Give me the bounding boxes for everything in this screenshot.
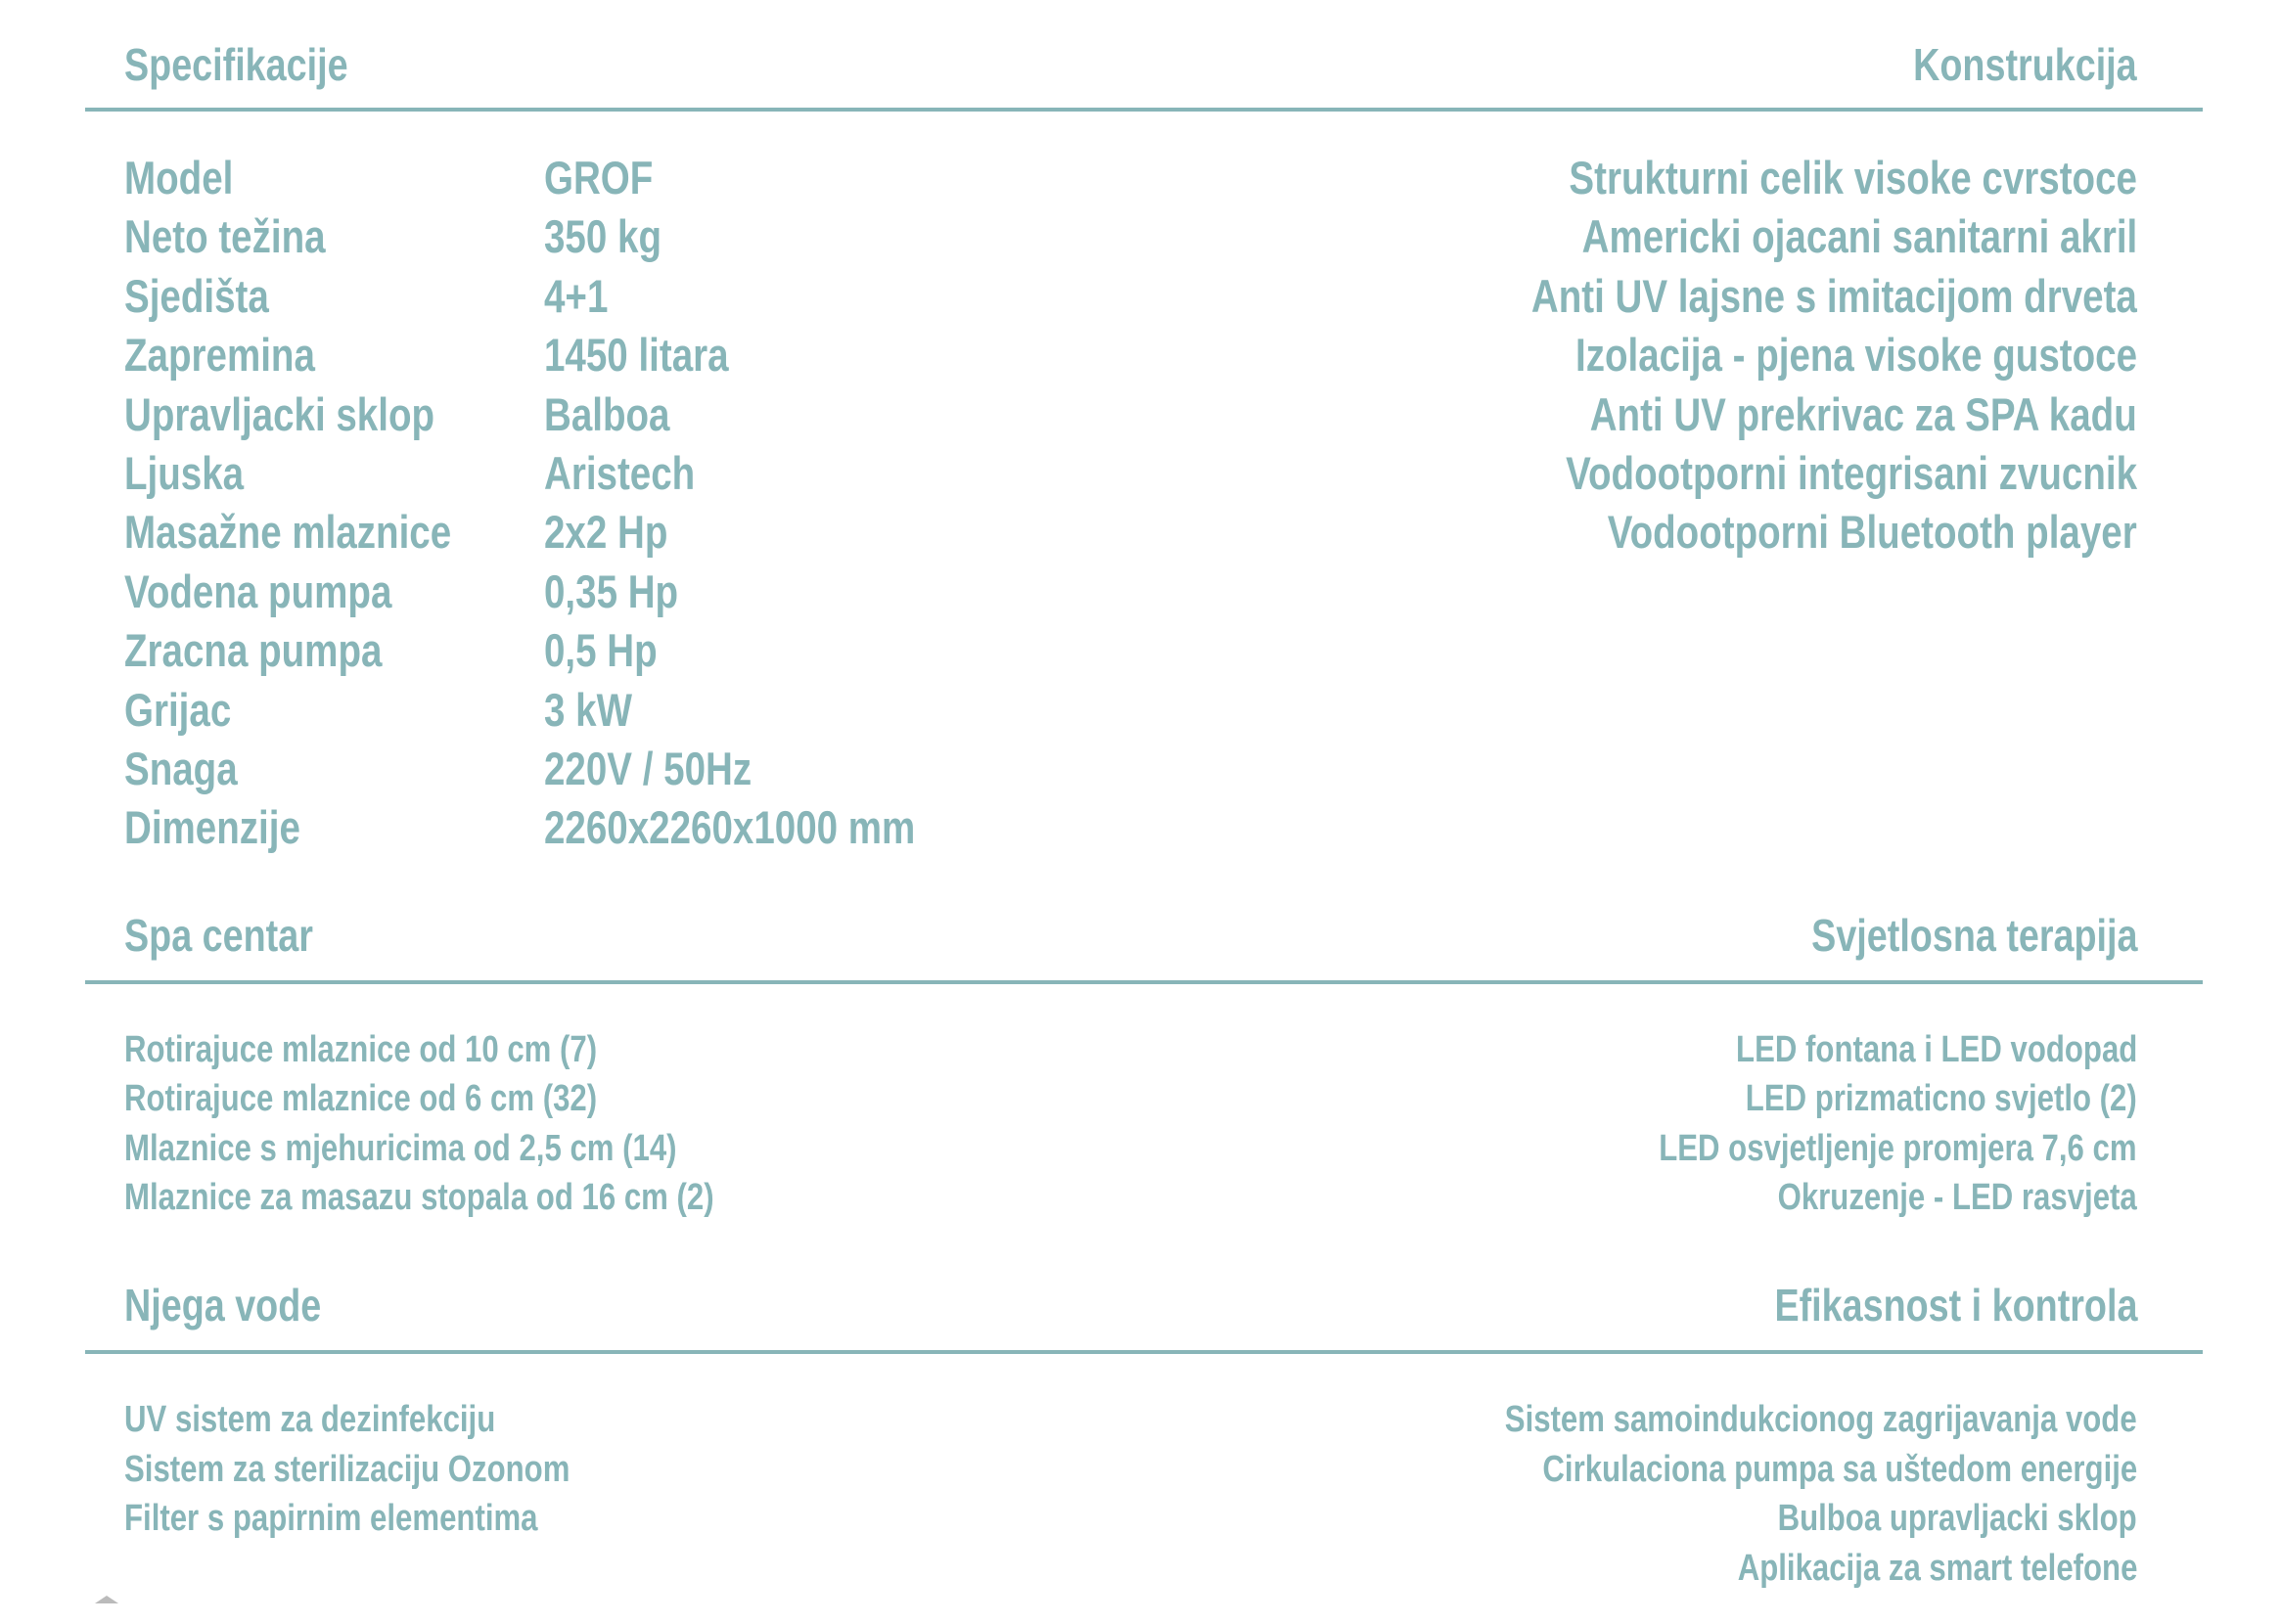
spa-item: Mlaznice za masazu stopala od 16 cm (2) [124,1177,714,1219]
spa-item: Rotirajuce mlaznice od 10 cm (7) [124,1029,598,1070]
spec-label: Model [124,152,234,203]
water-item: Sistem za sterilizaciju Ozonom [124,1448,570,1490]
construction-item: Anti UV prekrivac za SPA kadu [1589,387,2137,440]
water-item: UV sistem za dezinfekciju [124,1399,496,1440]
spec-label: Zracna pumpa [124,624,383,677]
spec-value: 0,35 Hp [544,564,679,617]
divider [85,980,2203,984]
efficiency-item: Sistem samoindukcionog zagrijavanja vode [1505,1399,2137,1440]
spec-value: Balboa [544,387,670,440]
spec-value: 2260x2260x1000 mm [544,801,916,854]
construction-item: Izolacija - pjena visoke gustoce [1574,329,2137,382]
spa-item: Rotirajuce mlaznice od 6 cm (32) [124,1078,598,1120]
spec-label: Neto težina [124,210,326,263]
spec-value: 3 kW [544,683,632,736]
spec-label: Sjedišta [124,269,269,322]
water-item: Filter s papirnim elementima [124,1498,538,1540]
construction-item: Vodootporni integrisani zvucnik [1566,447,2137,499]
construction-item: Vodootporni Bluetooth player [1608,506,2137,559]
triangle-mark-icon [95,1596,118,1603]
spec-label: Upravljacki sklop [124,387,435,440]
spec-label: Masažne mlaznice [124,506,452,559]
light-item: LED fontana i LED vodopad [1735,1029,2137,1070]
section-title-specifikacije: Specifikacije [124,39,348,90]
spec-label: Grijac [124,683,232,736]
divider [85,108,2203,112]
efficiency-item: Bulboa upravljacki sklop [1777,1498,2137,1540]
section-title-spa-centar: Spa centar [124,910,313,961]
construction-item: Strukturni celik visoke cvrstoce [1569,152,2137,203]
spec-label: Vodena pumpa [124,564,392,617]
efficiency-item: Cirkulaciona pumpa sa uštedom energije [1542,1448,2137,1490]
spec-value: GROF [544,152,654,203]
divider [85,1350,2203,1354]
section-title-konstrukcija: Konstrukcija [1913,39,2137,90]
spec-value: 0,5 Hp [544,624,658,677]
construction-item: Anti UV lajsne s imitacijom drveta [1531,269,2137,322]
spec-value: 220V / 50Hz [544,743,753,794]
spec-value: 1450 litara [544,329,729,382]
spa-item: Mlaznice s mjehuricima od 2,5 cm (14) [124,1127,677,1169]
light-item: LED osvjetljenje promjera 7,6 cm [1659,1127,2137,1169]
section-title-efikasnost: Efikasnost i kontrola [1774,1280,2137,1331]
section-title-njega-vode: Njega vode [124,1280,322,1331]
spec-label: Zapremina [124,329,315,382]
light-item: LED prizmaticno svjetlo (2) [1746,1078,2137,1120]
light-item: Okruzenje - LED rasvjeta [1777,1177,2137,1219]
spec-label: Snaga [124,743,238,794]
spec-value: 2x2 Hp [544,506,668,559]
spec-value: Aristech [544,447,696,499]
efficiency-item: Aplikacija za smart telefone [1737,1547,2137,1589]
spec-label: Ljuska [124,447,245,499]
spec-value: 4+1 [544,269,609,322]
spec-label: Dimenzije [124,801,300,854]
spec-value: 350 kg [544,210,661,263]
construction-item: Americki ojacani sanitarni akril [1581,210,2137,263]
section-title-svjetlosna-terapija: Svjetlosna terapija [1810,910,2137,961]
